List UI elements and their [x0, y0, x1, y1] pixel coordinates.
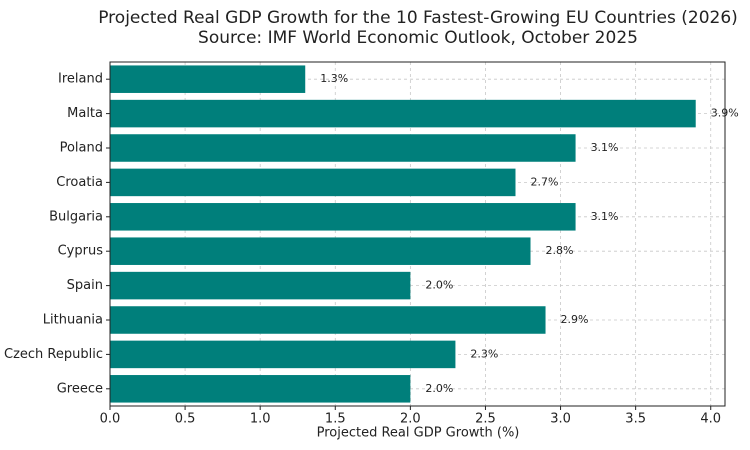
- x-tick-label: 0.5: [175, 412, 196, 427]
- x-tick-label: 3.5: [625, 412, 646, 427]
- y-tick-label: Greece: [57, 381, 103, 396]
- chart-title: Projected Real GDP Growth for the 10 Fas…: [98, 8, 738, 28]
- y-tick-label: Czech Republic: [4, 347, 103, 362]
- x-tick-label: 1.0: [250, 412, 271, 427]
- y-tick-label: Poland: [60, 141, 103, 156]
- x-tick-label: 2.0: [400, 412, 421, 427]
- y-tick-label: Spain: [67, 278, 103, 293]
- value-label: 2.8%: [546, 244, 574, 257]
- x-tick-label: 2.5: [475, 412, 496, 427]
- y-tick-label: Ireland: [58, 72, 103, 87]
- bar: [110, 375, 411, 403]
- x-axis-label: Projected Real GDP Growth (%): [317, 426, 520, 441]
- plot-frame: [109, 61, 726, 407]
- value-label: 1.3%: [320, 72, 348, 85]
- y-tick-label: Bulgaria: [49, 209, 103, 224]
- x-tick-label: 1.5: [325, 412, 346, 427]
- value-label: 3.1%: [591, 210, 619, 223]
- bar: [110, 340, 456, 369]
- y-tick-label: Malta: [67, 106, 103, 121]
- bar: [110, 99, 696, 128]
- bar: [110, 306, 546, 334]
- x-tick-label: 3.0: [550, 412, 571, 427]
- bar: [110, 237, 531, 265]
- y-tick-label: Croatia: [56, 175, 103, 190]
- chart-subtitle: Source: IMF World Economic Outlook, Octo…: [198, 28, 638, 48]
- bar: [110, 65, 306, 93]
- x-tick-label: 0.0: [100, 412, 121, 427]
- bar: [110, 134, 576, 162]
- value-label: 2.3%: [470, 347, 498, 360]
- y-tick-label: Cyprus: [58, 244, 104, 259]
- value-label: 2.0%: [425, 382, 453, 395]
- y-tick-label: Lithuania: [43, 313, 103, 328]
- bar: [110, 168, 516, 197]
- value-label: 3.1%: [591, 141, 619, 154]
- bar: [110, 203, 576, 231]
- value-label: 2.7%: [530, 175, 558, 188]
- bar: [110, 271, 411, 300]
- value-label: 2.0%: [425, 279, 453, 292]
- value-label: 2.9%: [561, 313, 589, 326]
- x-tick-label: 4.0: [700, 412, 721, 427]
